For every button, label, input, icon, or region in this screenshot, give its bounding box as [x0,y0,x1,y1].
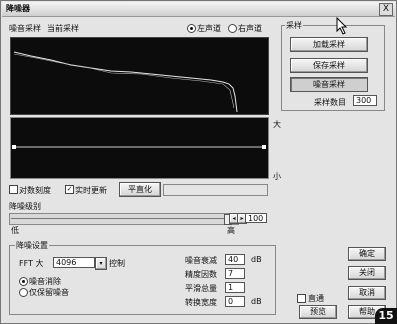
fft-size-value: 4096 [56,258,77,267]
realtime-update-checkbox[interactable]: ✓ [65,185,74,194]
slider-high-label: 高 [227,226,235,235]
noise-level-value-input[interactable]: 100 [245,213,267,223]
transition-input[interactable]: 0 [225,296,245,307]
noise-remove-label: 噪音消除 [29,277,61,286]
transition-unit: dB [251,297,262,306]
mouse-cursor-icon [336,17,348,35]
cancel-button[interactable]: 取消 [348,286,386,300]
curve-display[interactable] [10,117,269,179]
right-channel-label: 右声道 [238,24,262,33]
spectrum-waveform [13,51,238,113]
transition-label: 转换宽度 [185,298,217,307]
page-number-badge: 15 [375,308,397,324]
window-title: 降噪器 [6,4,30,13]
left-channel-label: 左声道 [197,24,221,33]
sampling-group [281,25,385,111]
noise-remove-radio[interactable] [19,277,28,286]
realtime-update-label: 实时更新 [75,186,107,195]
graph-big-label: 大 [273,120,281,129]
flatten-button[interactable]: 平直化 [119,182,161,197]
reduction-settings-label: 降噪设置 [15,240,49,251]
control-label: 控制 [109,259,125,268]
save-sample-button[interactable]: 保存采样 [290,58,368,73]
slider-track [11,218,235,219]
log-scale-checkbox[interactable] [9,185,18,194]
noise-sample-label[interactable]: 噪音采样 [9,24,41,33]
current-sample-label[interactable]: 当前采样 [47,24,79,33]
graph-small-label: 小 [273,172,281,181]
precision-label: 精度因数 [185,270,217,279]
close-button[interactable]: 关闭 [348,266,386,280]
left-channel-radio[interactable] [187,24,196,33]
slider-low-label: 低 [11,226,19,235]
ok-button[interactable]: 确定 [348,247,386,261]
fft-size-label: FFT 大 [19,259,44,268]
right-channel-radio[interactable] [228,24,237,33]
noise-floor-input[interactable]: 40 [225,254,245,265]
status-field [163,184,268,196]
preview-button[interactable]: 预览 [299,305,337,319]
load-sample-button[interactable]: 加载采样 [290,37,368,52]
smoothing-input[interactable]: 1 [225,282,245,293]
noise-level-label: 降噪级别 [9,202,41,211]
smoothing-label: 平滑总量 [185,284,217,293]
keep-noise-label: 仅保留噪音 [29,288,69,297]
reduction-curve [12,145,266,149]
noise-floor-label: 噪音衰减 [185,256,217,265]
close-window-button[interactable]: X [379,3,393,16]
log-scale-label: 对数刻度 [19,186,51,195]
keep-noise-radio[interactable] [19,288,28,297]
bypass-label: 直通 [308,294,324,303]
noise-sample-button[interactable]: 噪音采样 [290,77,368,92]
fft-size-select[interactable]: 4096 [53,257,95,268]
spectrum-display [10,37,269,115]
noise-floor-unit: dB [251,255,262,264]
sample-count-label: 采样数目 [314,98,346,107]
bypass-checkbox[interactable] [297,294,306,303]
title-bar: 降噪器 X [2,2,395,17]
reduction-settings-group [9,245,276,315]
fft-dropdown-button[interactable]: ▾ [95,257,107,270]
sample-count-input[interactable]: 300 [353,95,377,106]
noise-level-slider[interactable] [9,213,239,225]
precision-input[interactable]: 7 [225,268,245,279]
sampling-group-label: 采样 [285,20,303,31]
